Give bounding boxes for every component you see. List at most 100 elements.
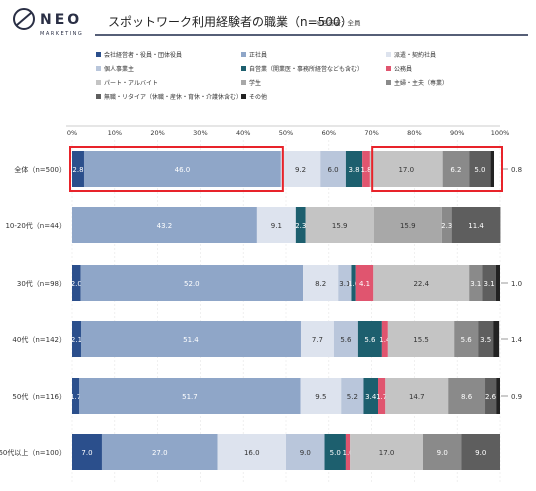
data-label: 43.2 (157, 222, 173, 230)
bar-segment (357, 321, 382, 357)
data-label: 9.5 (315, 393, 326, 401)
bar-segment (451, 207, 501, 243)
outside-data-label: 1.0 (511, 280, 522, 288)
data-label: 2.0 (71, 280, 82, 288)
bar-segment (324, 434, 346, 470)
bar-segment (363, 378, 379, 414)
x-tick-label: 80% (407, 129, 421, 137)
bar-segment (351, 265, 356, 301)
data-label: 3.4 (365, 393, 377, 401)
legend-swatch (241, 52, 246, 57)
highlight-frame (69, 146, 284, 192)
bar-segment (80, 321, 301, 357)
bar-segment (448, 378, 486, 414)
legend-label: 主婦・主夫（専業） (394, 79, 448, 87)
legend-swatch (241, 80, 246, 85)
data-label: 27.0 (152, 449, 168, 457)
x-tick-label: 100% (491, 129, 510, 137)
bar-segment (496, 378, 500, 414)
bar-segment (373, 207, 442, 243)
bar-segment (80, 265, 304, 301)
data-label: 52.0 (184, 280, 200, 288)
logo: NEO MARKETING (13, 8, 83, 37)
data-label: 3.1 (484, 280, 495, 288)
bar-segment (469, 265, 483, 301)
bar-segment (295, 207, 306, 243)
legend-label: 会社経営者・役員・団体役員 (104, 51, 182, 59)
category-label: 50代（n=116） (12, 392, 66, 401)
x-tick-label: 90% (450, 129, 464, 137)
data-label: 1.7 (376, 393, 387, 401)
data-label: 9.1 (271, 222, 282, 230)
bar-segment (350, 434, 423, 470)
bar-segment (79, 378, 301, 414)
bar-segment (381, 321, 388, 357)
bar-segment (469, 151, 491, 187)
data-label: 1.7 (70, 393, 81, 401)
logo-mark (13, 8, 35, 30)
legend-swatch (96, 94, 101, 99)
bar-segment (101, 434, 218, 470)
data-label: 3.5 (480, 336, 491, 344)
bar-segment (303, 265, 339, 301)
bar-segment (217, 434, 286, 470)
logo-subtext: MARKETING (40, 31, 83, 37)
legend-label: 個人事業主 (104, 65, 134, 73)
legend-label: 学生 (249, 79, 261, 87)
logo-mark-slash (16, 12, 32, 26)
bar-segment (490, 151, 495, 187)
data-label: 7.7 (312, 336, 323, 344)
bar-segment (72, 265, 81, 301)
data-label: 15.9 (400, 222, 416, 230)
legend-label: 自営業（開業医・事務所経営なども含む） (249, 65, 363, 73)
bars: 全体（n=500） 2.8 46.0 9.2 6.0 3.8 1.8 17.0 6.2 5.0 0.… (0, 151, 523, 470)
bar-segment (72, 207, 257, 243)
legend-swatch (241, 66, 246, 71)
category-label: 10-20代（n=44） (5, 221, 66, 230)
bar-segment (495, 265, 500, 301)
bar-segment (369, 151, 443, 187)
data-label: 3.8 (348, 166, 359, 174)
legend-swatch (96, 80, 101, 85)
data-label: 4.1 (359, 280, 370, 288)
data-label: 5.2 (347, 393, 358, 401)
bar-segment (72, 151, 84, 187)
legend-swatch (386, 66, 391, 71)
legend-swatch (386, 52, 391, 57)
bar-segment (300, 321, 334, 357)
bar-segment (385, 378, 449, 414)
category-label: 30代（n=98） (17, 279, 66, 288)
x-tick-label: 20% (150, 129, 164, 137)
bar-segment (493, 321, 500, 357)
bar-segment (256, 207, 296, 243)
bar-segment (345, 434, 351, 470)
highlight-frames (69, 146, 503, 192)
x-axis: 0% 10% 20% 30% 40% 50% 60% 70% 80% 90% 100% (66, 125, 510, 482)
data-label: 5.6 (461, 336, 473, 344)
bar-segment (345, 151, 363, 187)
data-label: 22.4 (413, 280, 429, 288)
data-label: 11.4 (468, 222, 484, 230)
x-tick-label: 50% (279, 129, 293, 137)
legend-label: その他 (249, 93, 267, 101)
data-label: 1.8 (360, 166, 371, 174)
data-label: 1.0 (348, 280, 359, 288)
data-label: 5.6 (364, 336, 376, 344)
bar-segment (320, 151, 346, 187)
legend-label: 公務員 (394, 65, 412, 73)
legend-label: 無職・リタイア（休職・産休・育休・介護休含む） (104, 93, 242, 101)
bar-segment (72, 378, 80, 414)
data-label: 5.0 (330, 449, 341, 457)
legend-swatch (241, 94, 246, 99)
data-label: 2.3 (441, 222, 452, 230)
data-label: 9.0 (300, 449, 311, 457)
bar-segment (378, 378, 386, 414)
bar-segment (333, 321, 358, 357)
x-tick-label: 0% (67, 129, 77, 137)
bar-segment (422, 434, 462, 470)
bar-segment (286, 434, 325, 470)
bar-segment (485, 378, 497, 414)
outside-data-label: 0.8 (511, 166, 522, 174)
